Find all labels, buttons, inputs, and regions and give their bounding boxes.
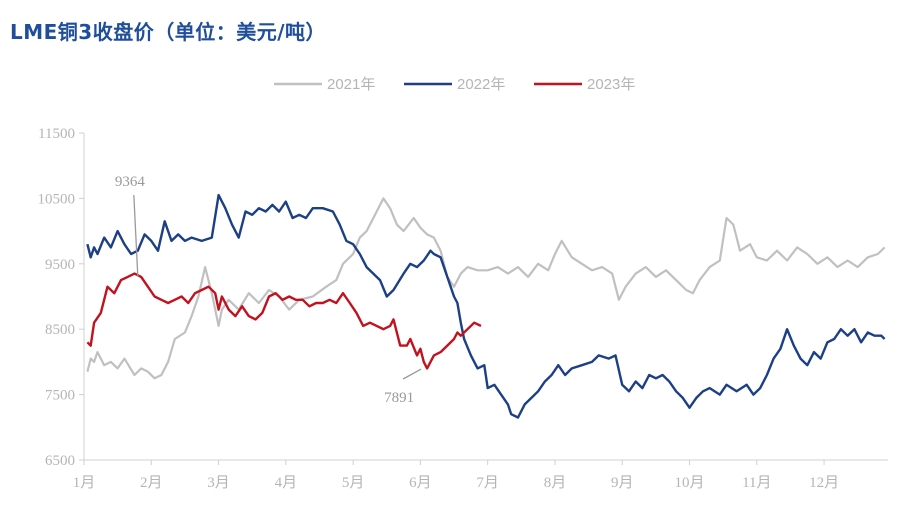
- x-tick-label: 7月: [476, 475, 499, 491]
- x-tick-label: 8月: [544, 475, 567, 491]
- chart-title: LME铜3收盘价（单位：美元/吨）: [10, 20, 327, 44]
- y-tick-label: 11500: [38, 126, 75, 142]
- annotation-label: 9364: [115, 174, 146, 190]
- y-tick-label: 7500: [45, 388, 75, 404]
- annotation-label: 7891: [384, 390, 414, 406]
- series-line-3: [86, 272, 482, 370]
- x-tick-label: 12月: [809, 475, 839, 491]
- annotation-leader: [402, 368, 422, 380]
- legend-label: 2022年: [457, 76, 505, 93]
- x-tick-label: 2月: [140, 475, 163, 491]
- y-axis: 6500 7500 8500 9500 10500 11500: [38, 126, 85, 469]
- series-line-1: [86, 197, 886, 380]
- x-tick-label: 10月: [675, 475, 705, 491]
- series-line-2: [86, 193, 886, 419]
- chart-legend: 2021年 2022年 2023年: [274, 76, 635, 93]
- x-tick-label: 6月: [409, 475, 432, 491]
- y-tick-label: 10500: [38, 191, 76, 207]
- x-tick-label: 11月: [742, 475, 771, 491]
- x-tick-label: 4月: [275, 475, 298, 491]
- x-tick-label: 1月: [73, 475, 96, 491]
- x-tick-label: 9月: [611, 475, 634, 491]
- series-lines: [86, 193, 886, 419]
- annotation-leader: [133, 194, 139, 277]
- annotations: 9364 7891: [115, 174, 422, 406]
- y-tick-label: 8500: [45, 322, 75, 338]
- x-axis: 1月 2月 3月 4月 5月 6月 7月 8月 9月 10月 11月 12月: [73, 459, 888, 491]
- y-tick-label: 9500: [45, 257, 75, 273]
- x-tick-label: 5月: [342, 475, 365, 491]
- legend-label: 2023年: [587, 76, 635, 93]
- y-tick-label: 6500: [45, 453, 75, 469]
- legend-label: 2021年: [327, 76, 375, 93]
- x-tick-label: 3月: [207, 475, 230, 491]
